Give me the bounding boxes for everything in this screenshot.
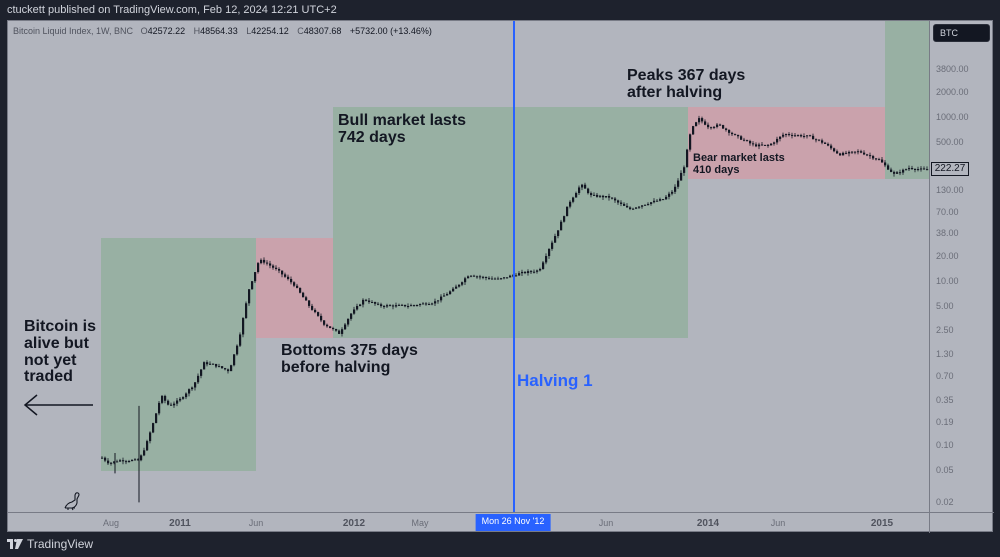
time-tick: 2014 bbox=[696, 518, 720, 529]
time-tick: Jun bbox=[248, 518, 264, 528]
time-tick: 2015 bbox=[870, 518, 894, 529]
bear-zone-2014 bbox=[688, 107, 885, 179]
change-value: +5732.00 (+13.46%) bbox=[349, 26, 432, 36]
price-tick: 70.00 bbox=[936, 206, 959, 217]
candlestick-series bbox=[101, 115, 929, 503]
time-tick: Jun bbox=[770, 518, 786, 528]
price-axis[interactable]: BTC 3800.00 2000.00 1000.00 500.00 130.00 70.… bbox=[929, 21, 994, 533]
price-tick: 2.50 bbox=[936, 325, 954, 336]
time-tick: 2011 bbox=[169, 518, 191, 529]
price-tick: 0.35 bbox=[936, 395, 954, 406]
price-tick: 0.70 bbox=[936, 370, 954, 381]
arrow-left-icon bbox=[23, 394, 93, 416]
price-tick: 2000.00 bbox=[936, 87, 969, 98]
price-tick: 5.00 bbox=[936, 300, 954, 311]
price-tick: 500.00 bbox=[936, 136, 964, 147]
price-tick: 0.05 bbox=[936, 464, 954, 475]
time-tick: Aug bbox=[102, 518, 120, 528]
halving-label: Halving 1 bbox=[517, 371, 593, 390]
plot-area[interactable]: Bitcoin Liquid Index, 1W, BNC O42572.22 … bbox=[8, 21, 929, 512]
symbol-label: Bitcoin Liquid Index, 1W, BNC bbox=[13, 26, 134, 36]
open-value: 42572.22 bbox=[147, 26, 186, 36]
price-tick: 0.10 bbox=[936, 440, 954, 450]
publisher-line: ctuckett published on TradingView.com, F… bbox=[7, 4, 337, 16]
open-key: O bbox=[140, 26, 148, 36]
not-traded-note: Bitcoin is alive but not yet traded bbox=[24, 318, 97, 386]
bull-zone-2010 bbox=[101, 238, 256, 471]
price-tick: 10.00 bbox=[936, 276, 959, 286]
time-axis[interactable]: Aug 2011 Jun 2012 May Mon 26 Nov '12 Jun 2014 Ju… bbox=[8, 512, 929, 532]
axis-corner bbox=[929, 512, 994, 532]
bull-zone-2015 bbox=[885, 21, 929, 179]
price-tick: 20.00 bbox=[936, 251, 959, 262]
price-tick: 1.30 bbox=[936, 348, 954, 359]
footer: TradingView bbox=[7, 537, 93, 551]
bear-market-note: Bear market lasts 410 days bbox=[693, 152, 785, 176]
bottoms-note: Bottoms 375 days before halving bbox=[281, 342, 418, 376]
high-value: 48564.33 bbox=[200, 26, 238, 36]
time-tick: Jun bbox=[598, 518, 614, 528]
crosshair-date-label: Mon 26 Nov '12 bbox=[475, 514, 551, 531]
bear-zone-2011 bbox=[256, 238, 333, 338]
tradingview-logo-icon bbox=[7, 539, 23, 549]
low-value: 42254.12 bbox=[251, 26, 289, 36]
peaks-note: Peaks 367 days after halving bbox=[627, 67, 746, 101]
ohlc-legend: Bitcoin Liquid Index, 1W, BNC O42572.22 … bbox=[13, 26, 438, 36]
bull-market-note: Bull market lasts 742 days bbox=[338, 112, 467, 146]
time-tick: 2012 bbox=[342, 518, 366, 529]
dino-icon bbox=[64, 492, 80, 511]
price-tick: 130.00 bbox=[936, 184, 964, 195]
last-price-label: 222.27 bbox=[931, 162, 969, 176]
close-value: 48307.68 bbox=[303, 26, 342, 36]
halving-line[interactable] bbox=[513, 21, 515, 512]
chart-frame: Bitcoin Liquid Index, 1W, BNC O42572.22 … bbox=[7, 20, 994, 533]
time-tick: May bbox=[411, 518, 429, 528]
low-key: L bbox=[246, 26, 252, 36]
price-tick: 0.19 bbox=[936, 417, 954, 428]
price-tick: 3800.00 bbox=[936, 64, 969, 75]
bull-zone-2012 bbox=[333, 107, 688, 338]
price-tick: 38.00 bbox=[936, 228, 959, 239]
currency-badge[interactable]: BTC bbox=[933, 24, 990, 42]
price-tick: 0.02 bbox=[936, 497, 954, 508]
brand-name: TradingView bbox=[27, 537, 94, 551]
high-key: H bbox=[193, 26, 201, 36]
close-key: C bbox=[297, 26, 304, 36]
price-tick: 1000.00 bbox=[936, 112, 969, 122]
